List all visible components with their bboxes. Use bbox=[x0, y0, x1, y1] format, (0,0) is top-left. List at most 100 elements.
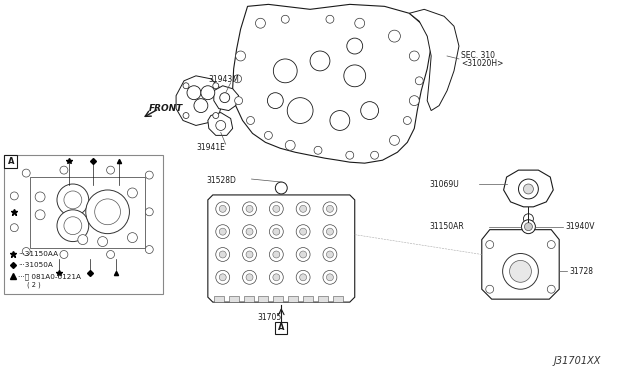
Circle shape bbox=[10, 224, 19, 232]
Text: ( 2 ): ( 2 ) bbox=[28, 281, 41, 288]
Circle shape bbox=[22, 247, 30, 256]
Circle shape bbox=[296, 202, 310, 216]
Bar bbox=[275, 322, 287, 334]
Bar bbox=[318, 296, 328, 302]
Circle shape bbox=[330, 110, 350, 131]
Text: 31941E: 31941E bbox=[196, 143, 225, 152]
Circle shape bbox=[22, 169, 30, 177]
Circle shape bbox=[64, 217, 82, 235]
Circle shape bbox=[326, 15, 334, 23]
Circle shape bbox=[246, 251, 253, 258]
Text: A: A bbox=[8, 157, 14, 166]
Circle shape bbox=[57, 210, 89, 241]
Bar bbox=[30, 177, 145, 247]
Circle shape bbox=[95, 199, 120, 225]
Polygon shape bbox=[208, 195, 355, 302]
Circle shape bbox=[246, 274, 253, 281]
Circle shape bbox=[78, 235, 88, 244]
Circle shape bbox=[60, 166, 68, 174]
Polygon shape bbox=[410, 9, 459, 110]
Circle shape bbox=[355, 18, 365, 28]
Circle shape bbox=[486, 241, 493, 248]
Circle shape bbox=[486, 285, 493, 293]
Bar bbox=[273, 296, 284, 302]
Text: 31705: 31705 bbox=[257, 312, 282, 321]
Circle shape bbox=[547, 285, 556, 293]
Circle shape bbox=[509, 260, 531, 282]
Circle shape bbox=[273, 59, 297, 83]
Circle shape bbox=[273, 274, 280, 281]
Polygon shape bbox=[176, 76, 223, 125]
Bar bbox=[333, 296, 343, 302]
Circle shape bbox=[273, 251, 280, 258]
Circle shape bbox=[300, 205, 307, 212]
Text: 31069U: 31069U bbox=[429, 180, 459, 189]
Text: 31528D: 31528D bbox=[207, 176, 237, 185]
Circle shape bbox=[269, 247, 284, 262]
Circle shape bbox=[255, 18, 266, 28]
Circle shape bbox=[220, 228, 226, 235]
Circle shape bbox=[220, 251, 226, 258]
Text: 31728: 31728 bbox=[569, 267, 593, 276]
Circle shape bbox=[273, 205, 280, 212]
Circle shape bbox=[415, 77, 423, 85]
Circle shape bbox=[243, 247, 257, 262]
Circle shape bbox=[275, 182, 287, 194]
Circle shape bbox=[246, 205, 253, 212]
Circle shape bbox=[268, 93, 284, 109]
Circle shape bbox=[388, 30, 401, 42]
Circle shape bbox=[246, 228, 253, 235]
Text: 31940V: 31940V bbox=[565, 222, 595, 231]
Circle shape bbox=[326, 228, 333, 235]
Polygon shape bbox=[233, 4, 431, 163]
Circle shape bbox=[518, 179, 538, 199]
Text: A: A bbox=[278, 323, 285, 333]
Circle shape bbox=[323, 270, 337, 284]
Circle shape bbox=[220, 93, 230, 103]
Text: 31943M: 31943M bbox=[208, 75, 239, 84]
Text: ···31050A: ···31050A bbox=[19, 262, 53, 269]
Text: ···Ⓑ 081A0-6121A: ···Ⓑ 081A0-6121A bbox=[19, 273, 81, 280]
Circle shape bbox=[246, 116, 255, 125]
Circle shape bbox=[243, 270, 257, 284]
Circle shape bbox=[64, 191, 82, 209]
Bar bbox=[288, 296, 298, 302]
Circle shape bbox=[300, 251, 307, 258]
Circle shape bbox=[145, 246, 153, 253]
Circle shape bbox=[236, 51, 246, 61]
Circle shape bbox=[107, 166, 115, 174]
Circle shape bbox=[86, 190, 129, 234]
Circle shape bbox=[410, 51, 419, 61]
Circle shape bbox=[361, 102, 378, 119]
Circle shape bbox=[347, 38, 363, 54]
Circle shape bbox=[243, 225, 257, 238]
Circle shape bbox=[234, 75, 241, 83]
Circle shape bbox=[323, 225, 337, 238]
Circle shape bbox=[502, 253, 538, 289]
Circle shape bbox=[183, 113, 189, 119]
Circle shape bbox=[216, 202, 230, 216]
Text: 31150AR: 31150AR bbox=[429, 222, 464, 231]
Bar bbox=[259, 296, 268, 302]
Bar bbox=[244, 296, 253, 302]
Circle shape bbox=[35, 210, 45, 220]
Bar bbox=[228, 296, 239, 302]
Circle shape bbox=[183, 83, 189, 89]
Circle shape bbox=[220, 274, 226, 281]
Polygon shape bbox=[214, 86, 239, 110]
Circle shape bbox=[323, 202, 337, 216]
Bar bbox=[214, 296, 224, 302]
Bar bbox=[4, 155, 163, 294]
Circle shape bbox=[282, 15, 289, 23]
Circle shape bbox=[522, 220, 536, 234]
Text: SEC. 310: SEC. 310 bbox=[461, 51, 495, 61]
Text: J31701XX: J31701XX bbox=[553, 356, 600, 366]
Circle shape bbox=[127, 188, 138, 198]
Circle shape bbox=[326, 251, 333, 258]
Bar bbox=[303, 296, 313, 302]
Text: FRONT: FRONT bbox=[149, 104, 184, 113]
Circle shape bbox=[524, 184, 533, 194]
Circle shape bbox=[213, 83, 219, 89]
Circle shape bbox=[296, 225, 310, 238]
Circle shape bbox=[524, 223, 532, 231]
